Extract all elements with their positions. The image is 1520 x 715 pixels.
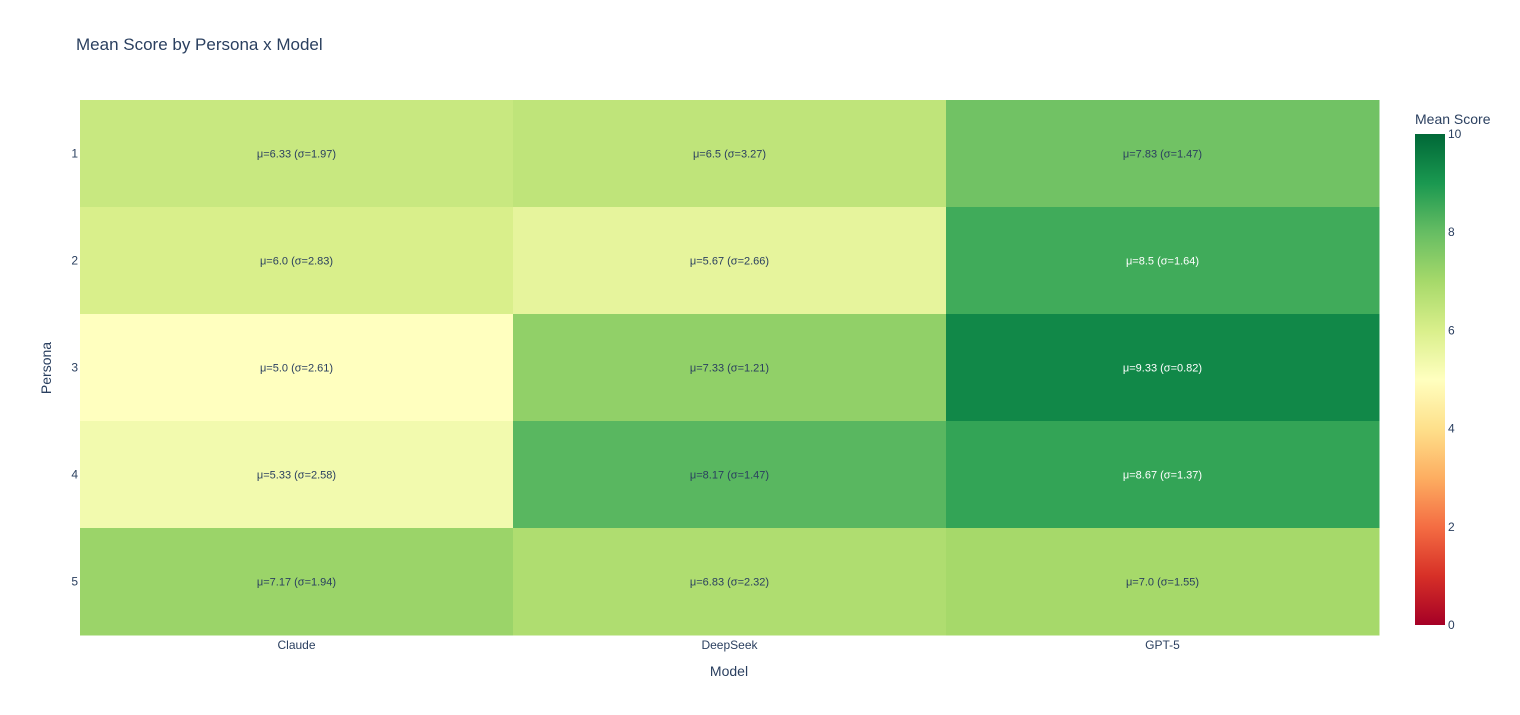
cell-label: μ=6.0 (σ=2.83) xyxy=(260,256,333,268)
y-tick-label: 3 xyxy=(71,361,78,375)
cell-label: μ=8.5 (σ=1.64) xyxy=(1126,256,1199,268)
x-tick-label: GPT-5 xyxy=(1145,638,1180,652)
heatmap-cell xyxy=(513,207,947,315)
colorbar-tick-label: 10 xyxy=(1448,127,1462,141)
cell-label: μ=7.83 (σ=1.47) xyxy=(1123,149,1202,161)
cell-label: μ=7.0 (σ=1.55) xyxy=(1126,577,1199,589)
y-axis-ticks: 1 2 3 4 5 xyxy=(71,147,78,589)
heatmap-cell xyxy=(513,314,947,422)
y-tick-label: 2 xyxy=(71,254,78,268)
cell-label: μ=6.83 (σ=2.32) xyxy=(690,577,769,589)
cell-label: μ=8.17 (σ=1.47) xyxy=(690,470,769,482)
cell-label: μ=6.5 (σ=3.27) xyxy=(693,149,766,161)
heatmap-cell xyxy=(513,421,947,529)
heatmap-cell xyxy=(80,421,514,529)
y-tick-label: 5 xyxy=(71,575,78,589)
colorbar-title: Mean Score xyxy=(1415,111,1491,127)
x-axis-ticks: Claude DeepSeek GPT-5 xyxy=(277,638,1180,652)
x-tick-label: DeepSeek xyxy=(701,638,758,652)
y-tick-label: 4 xyxy=(71,468,78,482)
heatmap-cell xyxy=(513,100,947,208)
heatmap-cell xyxy=(80,314,514,422)
y-axis-title: Persona xyxy=(38,342,54,394)
colorbar-tick-label: 8 xyxy=(1448,225,1455,239)
colorbar xyxy=(1415,134,1445,625)
cell-label: μ=5.67 (σ=2.66) xyxy=(690,256,769,268)
heatmap-cell xyxy=(946,314,1380,422)
heatmap-cell xyxy=(80,100,514,208)
cell-label: μ=7.17 (σ=1.94) xyxy=(257,577,336,589)
y-tick-label: 1 xyxy=(71,147,78,161)
heatmap-cell-labels: μ=6.33 (σ=1.97) μ=6.5 (σ=3.27) μ=7.83 (σ=1… xyxy=(257,149,1202,589)
cell-label: μ=9.33 (σ=0.82) xyxy=(1123,363,1202,375)
heatmap-cells xyxy=(80,100,1380,636)
cell-label: μ=5.0 (σ=2.61) xyxy=(260,363,333,375)
x-tick-label: Claude xyxy=(277,638,315,652)
heatmap-cell xyxy=(513,528,947,636)
cell-label: μ=7.33 (σ=1.21) xyxy=(690,363,769,375)
heatmap-cell xyxy=(80,207,514,315)
heatmap-cell xyxy=(946,528,1380,636)
cell-label: μ=8.67 (σ=1.37) xyxy=(1123,470,1202,482)
cell-label: μ=5.33 (σ=2.58) xyxy=(257,470,336,482)
heatmap-cell xyxy=(946,421,1380,529)
colorbar-ticks: 0 2 4 6 8 10 xyxy=(1448,127,1462,632)
colorbar-tick-label: 4 xyxy=(1448,422,1455,436)
colorbar-tick-label: 2 xyxy=(1448,520,1455,534)
heatmap-cell xyxy=(946,100,1380,208)
colorbar-tick-label: 0 xyxy=(1448,618,1455,632)
x-axis-title: Model xyxy=(710,663,748,679)
colorbar-tick-label: 6 xyxy=(1448,323,1455,337)
heatmap-cell xyxy=(946,207,1380,315)
heatmap-cell xyxy=(80,528,514,636)
cell-label: μ=6.33 (σ=1.97) xyxy=(257,149,336,161)
chart-title: Mean Score by Persona x Model xyxy=(76,35,323,54)
